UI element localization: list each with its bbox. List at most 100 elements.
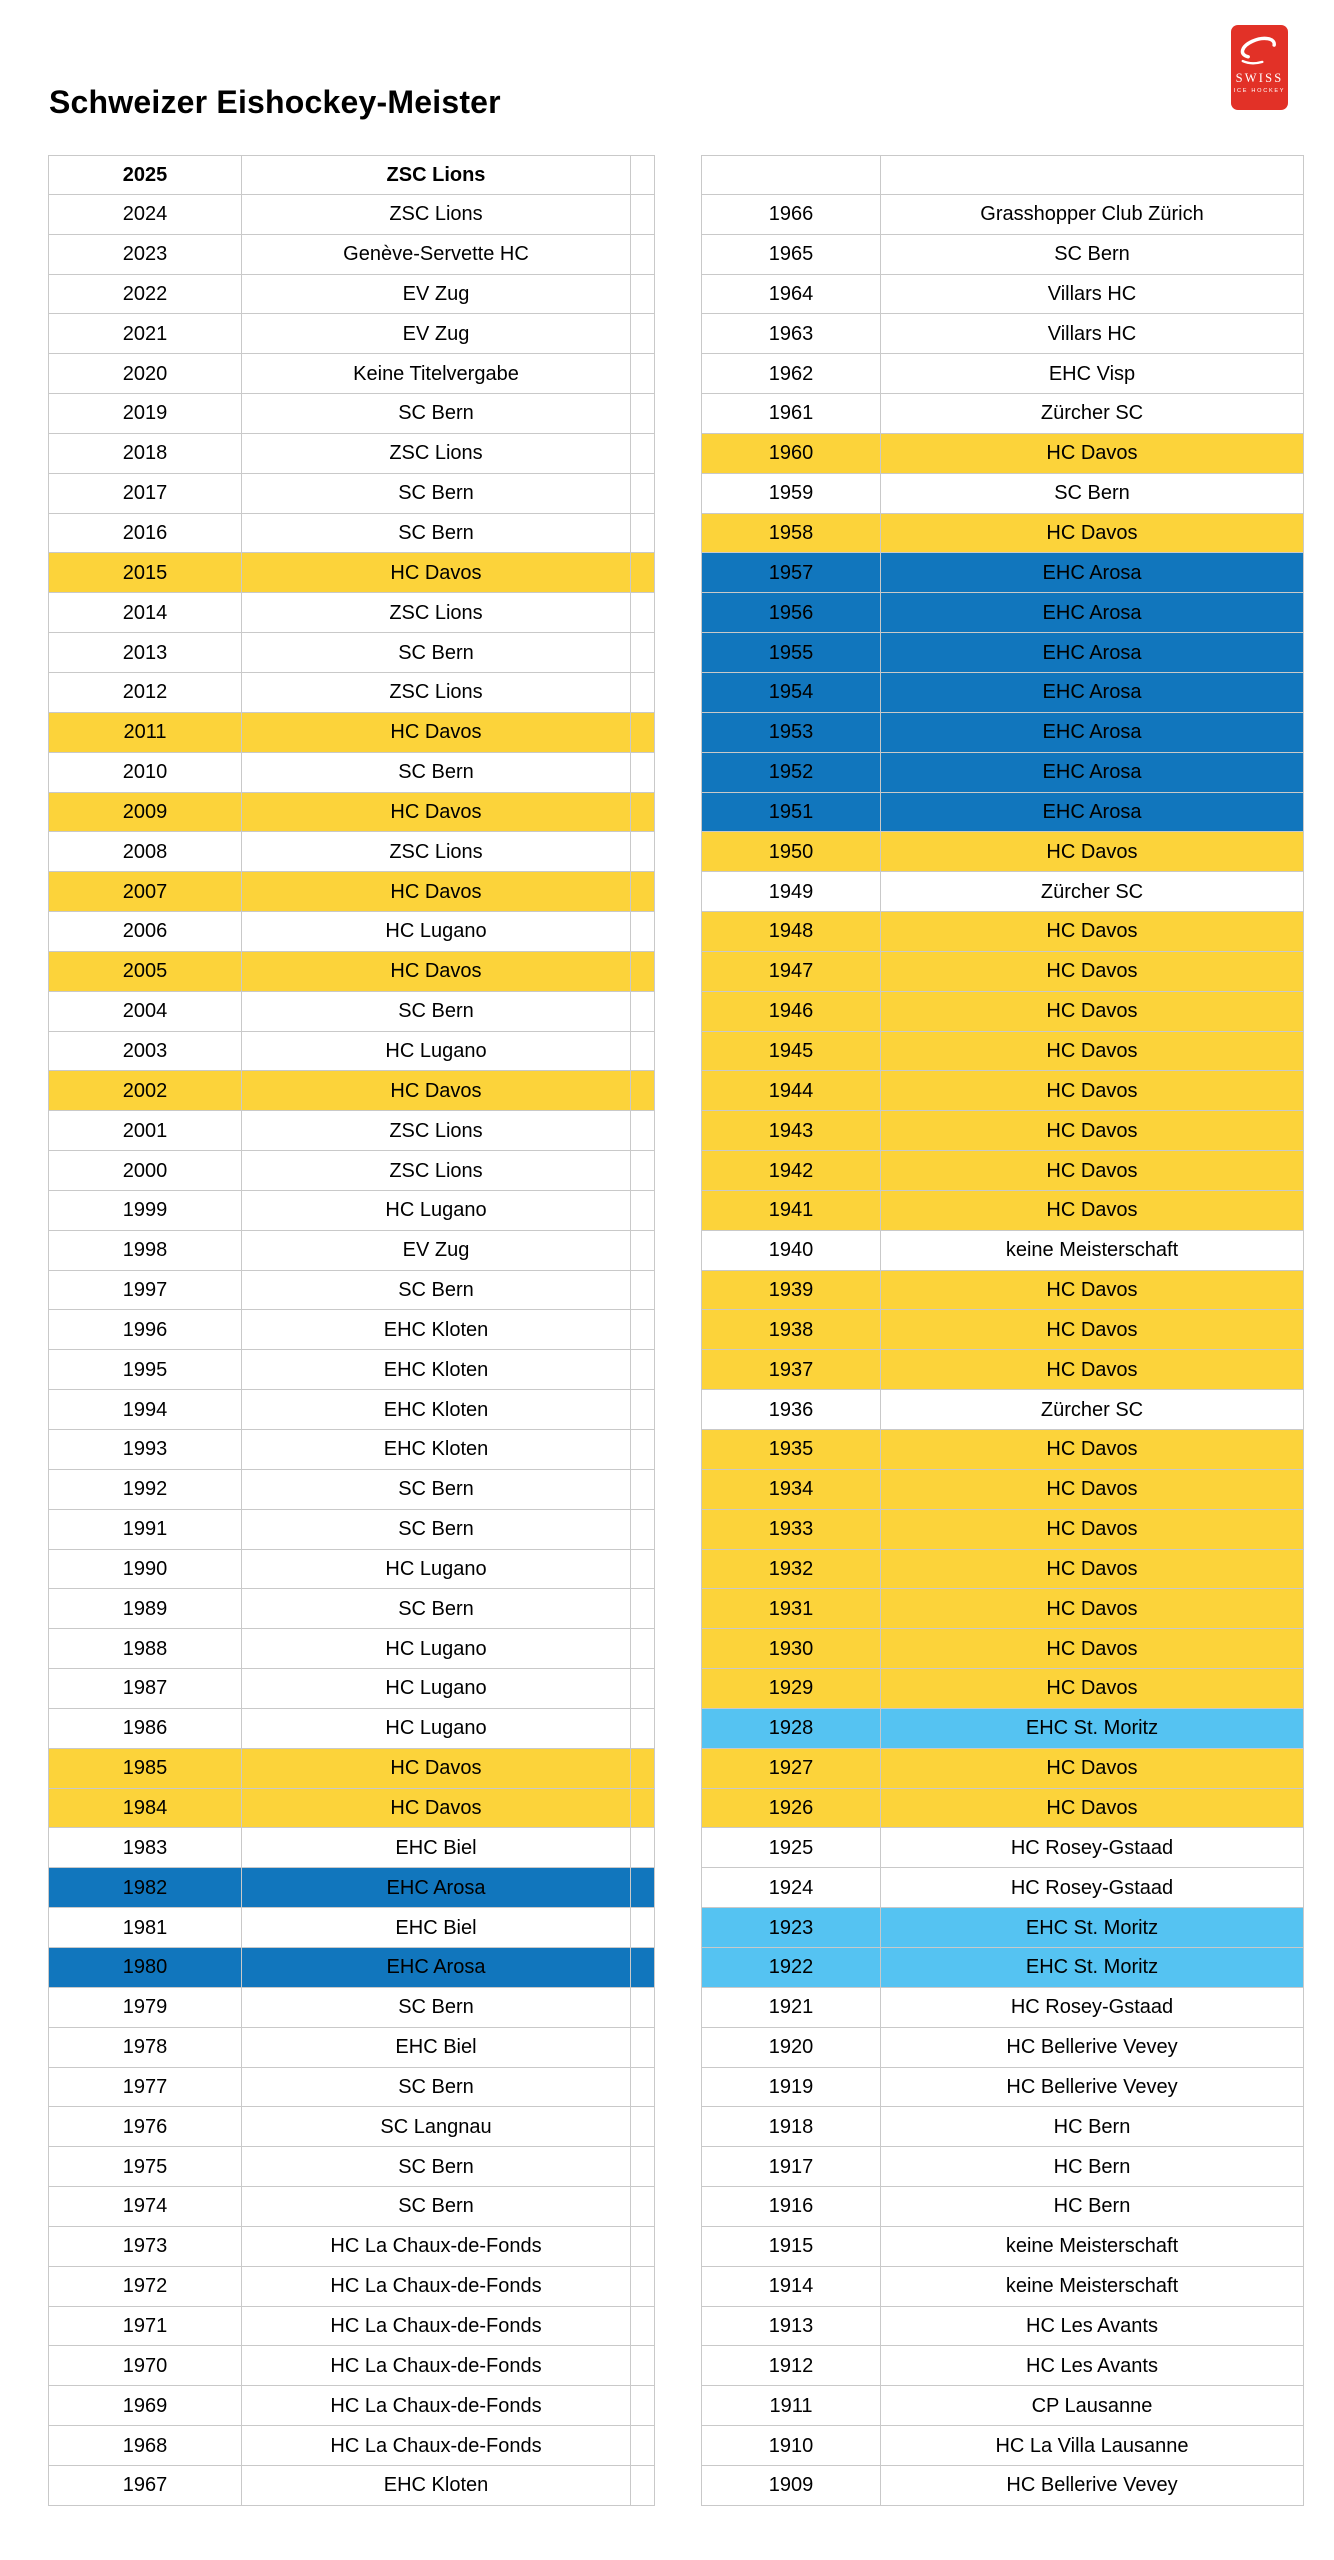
club-cell: HC Davos [881,1270,1304,1311]
club-cell: Villars HC [881,314,1304,355]
club-cell: ZSC Lions [242,672,631,713]
year-cell: 1909 [701,2465,881,2506]
club-cell: SC Bern [242,473,631,514]
year-cell: 1940 [701,1230,881,1271]
table-gap [655,1948,701,1988]
year-cell: 1978 [48,2027,242,2068]
club-cell: HC Bellerive Vevey [881,2465,1304,2506]
club-cell: EHC Arosa [881,792,1304,833]
spacer-cell [631,473,655,514]
club-cell: SC Bern [242,1589,631,1630]
club-cell: HC Lugano [242,912,631,952]
club-cell: HC Davos [881,1151,1304,1191]
table-gap [655,2068,701,2108]
spacer-cell [631,234,655,275]
year-cell: 1916 [701,2187,881,2227]
spacer-cell [631,672,655,713]
spacer-cell [631,951,655,992]
table-gap [655,2426,701,2466]
club-cell: HC Davos [881,832,1304,873]
year-cell: 1951 [701,792,881,833]
club-cell: HC Davos [242,1788,631,1829]
club-cell: HC La Chaux-de-Fonds [242,2266,631,2307]
year-cell: 2009 [48,792,242,833]
logo-text-ice-hockey: ICE HOCKEY [1233,87,1286,94]
spacer-cell [631,1549,655,1590]
year-cell: 2002 [48,1071,242,1112]
year-cell: 1993 [48,1430,242,1470]
table-gap [655,633,701,673]
club-cell: CP Lausanne [881,2386,1304,2427]
club-cell: SC Bern [242,633,631,673]
club-cell: Genève-Servette HC [242,234,631,275]
year-cell: 2010 [48,752,242,793]
club-cell: HC Davos [881,991,1304,1032]
club-cell: SC Bern [242,2147,631,2188]
spacer-cell [631,2346,655,2387]
table-gap [655,553,701,593]
spacer-cell [631,2187,655,2227]
spacer-cell [631,1151,655,1191]
table-gap [655,1510,701,1550]
club-cell: HC Bern [881,2107,1304,2148]
year-cell: 1928 [701,1708,881,1749]
year-cell: 1969 [48,2386,242,2427]
year-cell: 2017 [48,473,242,514]
year-cell: 1911 [701,2386,881,2427]
year-cell: 1979 [48,1987,242,2028]
year-cell: 1933 [701,1509,881,1550]
year-cell: 2004 [48,991,242,1032]
year-cell: 1936 [701,1390,881,1430]
spacer-cell [631,2107,655,2148]
year-cell: 1986 [48,1708,242,1749]
spacer-cell [631,1947,655,1988]
table-gap [655,1629,701,1669]
year-cell: 2015 [48,553,242,594]
table-gap [655,354,701,394]
table-gap [655,2187,701,2227]
club-cell: HC Davos [881,1549,1304,1590]
spacer-cell [631,1669,655,1709]
logo-text-swiss: SWISS [1235,71,1284,85]
table-gap [655,713,701,753]
year-cell: 2003 [48,1031,242,1072]
year-cell: 2019 [48,394,242,434]
spacer-cell [631,1071,655,1112]
table-gap [655,1589,701,1629]
club-cell: HC Bern [881,2187,1304,2227]
year-cell: 2013 [48,633,242,673]
club-cell: ZSC Lions [242,832,631,873]
club-cell: EHC Kloten [242,2465,631,2506]
year-cell: 2007 [48,872,242,913]
year-cell: 1972 [48,2266,242,2307]
club-cell: ZSC Lions [242,194,631,235]
year-cell: 1961 [701,394,881,434]
spacer-cell [631,1390,655,1430]
spacer-cell [631,2226,655,2267]
table-gap [655,195,701,235]
club-cell: EHC Visp [881,354,1304,395]
table-gap [655,593,701,633]
year-cell: 2025 [48,155,242,195]
year-cell: 1995 [48,1350,242,1391]
year-cell: 1922 [701,1947,881,1988]
year-cell: 1990 [48,1549,242,1590]
year-cell: 2014 [48,593,242,634]
spacer-cell [631,1828,655,1869]
club-cell: SC Bern [242,513,631,554]
club-cell: Zürcher SC [881,872,1304,913]
spacer-cell [631,991,655,1032]
spacer-cell [631,2147,655,2188]
club-cell: HC Davos [242,951,631,992]
year-cell: 2022 [48,274,242,315]
club-cell: HC Davos [881,951,1304,992]
club-cell: HC La Villa Lausanne [881,2426,1304,2466]
year-cell: 1985 [48,1748,242,1789]
spacer-cell [631,832,655,873]
year-cell: 1941 [701,1190,881,1231]
year-cell: 1964 [701,274,881,315]
club-cell: EHC Arosa [881,593,1304,634]
spacer-cell [631,712,655,753]
club-cell: HC Davos [881,1469,1304,1510]
club-cell: HC Davos [881,1788,1304,1829]
